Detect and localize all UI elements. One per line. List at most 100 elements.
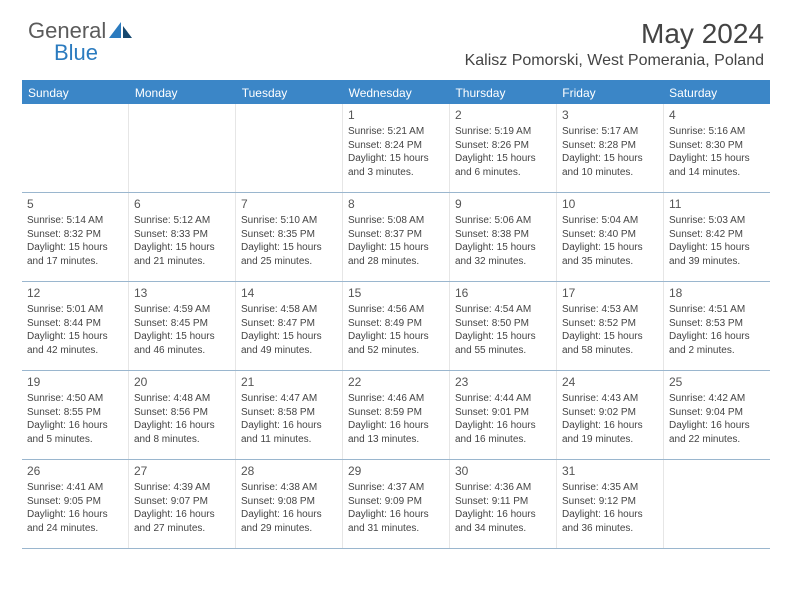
sunset-line: Sunset: 9:12 PM xyxy=(562,495,658,509)
daylight-line: Daylight: 15 hours and 14 minutes. xyxy=(669,152,765,179)
day-cell xyxy=(236,104,343,192)
day-cell: 15Sunrise: 4:56 AMSunset: 8:49 PMDayligh… xyxy=(343,282,450,370)
week-row: 26Sunrise: 4:41 AMSunset: 9:05 PMDayligh… xyxy=(22,460,770,549)
day-cell: 6Sunrise: 5:12 AMSunset: 8:33 PMDaylight… xyxy=(129,193,236,281)
day-number: 20 xyxy=(134,374,230,390)
sunrise-line: Sunrise: 5:21 AM xyxy=(348,125,444,139)
day-cell: 31Sunrise: 4:35 AMSunset: 9:12 PMDayligh… xyxy=(557,460,664,548)
week-row: 1Sunrise: 5:21 AMSunset: 8:24 PMDaylight… xyxy=(22,104,770,193)
sunrise-line: Sunrise: 4:47 AM xyxy=(241,392,337,406)
sunrise-line: Sunrise: 4:53 AM xyxy=(562,303,658,317)
sunrise-line: Sunrise: 5:16 AM xyxy=(669,125,765,139)
weekday-header: Sunday xyxy=(22,82,129,104)
sunset-line: Sunset: 8:28 PM xyxy=(562,139,658,153)
daylight-line: Daylight: 15 hours and 46 minutes. xyxy=(134,330,230,357)
day-cell: 14Sunrise: 4:58 AMSunset: 8:47 PMDayligh… xyxy=(236,282,343,370)
day-number: 4 xyxy=(669,107,765,123)
sunset-line: Sunset: 8:38 PM xyxy=(455,228,551,242)
sunrise-line: Sunrise: 4:38 AM xyxy=(241,481,337,495)
day-number: 18 xyxy=(669,285,765,301)
page-header: General Blue May 2024 Kalisz Pomorski, W… xyxy=(0,0,792,74)
weekday-header-row: SundayMondayTuesdayWednesdayThursdayFrid… xyxy=(22,82,770,104)
daylight-line: Daylight: 15 hours and 6 minutes. xyxy=(455,152,551,179)
sunset-line: Sunset: 8:44 PM xyxy=(27,317,123,331)
sunset-line: Sunset: 8:59 PM xyxy=(348,406,444,420)
day-cell xyxy=(22,104,129,192)
day-cell: 7Sunrise: 5:10 AMSunset: 8:35 PMDaylight… xyxy=(236,193,343,281)
sunset-line: Sunset: 8:37 PM xyxy=(348,228,444,242)
weekday-header: Friday xyxy=(556,82,663,104)
location-text: Kalisz Pomorski, West Pomerania, Poland xyxy=(465,52,764,70)
sunrise-line: Sunrise: 4:42 AM xyxy=(669,392,765,406)
day-cell: 2Sunrise: 5:19 AMSunset: 8:26 PMDaylight… xyxy=(450,104,557,192)
day-number: 23 xyxy=(455,374,551,390)
daylight-line: Daylight: 16 hours and 2 minutes. xyxy=(669,330,765,357)
day-number: 2 xyxy=(455,107,551,123)
weekday-header: Tuesday xyxy=(236,82,343,104)
day-cell: 24Sunrise: 4:43 AMSunset: 9:02 PMDayligh… xyxy=(557,371,664,459)
sunrise-line: Sunrise: 4:39 AM xyxy=(134,481,230,495)
daylight-line: Daylight: 15 hours and 35 minutes. xyxy=(562,241,658,268)
day-number: 16 xyxy=(455,285,551,301)
day-cell: 4 Sunrise: 5:16 AMSunset: 8:30 PMDaylight… xyxy=(664,104,770,192)
sunrise-line: Sunrise: 5:17 AM xyxy=(562,125,658,139)
daylight-line: Daylight: 16 hours and 36 minutes. xyxy=(562,508,658,535)
day-number: 29 xyxy=(348,463,444,479)
day-number: 12 xyxy=(27,285,123,301)
sunrise-line: Sunrise: 4:36 AM xyxy=(455,481,551,495)
daylight-line: Daylight: 15 hours and 10 minutes. xyxy=(562,152,658,179)
sunrise-line: Sunrise: 5:08 AM xyxy=(348,214,444,228)
day-number: 26 xyxy=(27,463,123,479)
sunrise-line: Sunrise: 4:48 AM xyxy=(134,392,230,406)
sunrise-line: Sunrise: 4:46 AM xyxy=(348,392,444,406)
daylight-line: Daylight: 16 hours and 19 minutes. xyxy=(562,419,658,446)
daylight-line: Daylight: 15 hours and 17 minutes. xyxy=(27,241,123,268)
sunrise-line: Sunrise: 4:58 AM xyxy=(241,303,337,317)
week-row: 19 Sunrise: 4:50 AMSunset: 8:55 PM Dayligh… xyxy=(22,371,770,460)
day-number: 6 xyxy=(134,196,230,212)
day-number: 21 xyxy=(241,374,337,390)
logo-sail-icon xyxy=(108,20,136,40)
day-number: 28 xyxy=(241,463,337,479)
sunset-line: Sunset: 8:40 PM xyxy=(562,228,658,242)
weekday-header: Thursday xyxy=(449,82,556,104)
daylight-line: Daylight: 16 hours and 27 minutes. xyxy=(134,508,230,535)
sunset-line: Sunset: 9:11 PM xyxy=(455,495,551,509)
day-number: 13 xyxy=(134,285,230,301)
daylight-line: Daylight: 16 hours and 8 minutes. xyxy=(134,419,230,446)
sunset-line: Sunset: 8:56 PM xyxy=(134,406,230,420)
day-cell: 11Sunrise: 5:03 AMSunset: 8:42 PMDayligh… xyxy=(664,193,770,281)
day-cell: 29Sunrise: 4:37 AMSunset: 9:09 PMDayligh… xyxy=(343,460,450,548)
sunset-line: Sunset: 8:52 PM xyxy=(562,317,658,331)
daylight-line: Daylight: 16 hours and 31 minutes. xyxy=(348,508,444,535)
day-number: 5 xyxy=(27,196,123,212)
daylight-line: Daylight: 16 hours and 29 minutes. xyxy=(241,508,337,535)
weeks-container: 1Sunrise: 5:21 AMSunset: 8:24 PMDaylight… xyxy=(22,104,770,549)
sunset-line: Sunset: 9:02 PM xyxy=(562,406,658,420)
sunset-line: Sunset: 8:24 PM xyxy=(348,139,444,153)
sunset-line: Sunset: 8:58 PM xyxy=(241,406,337,420)
sunset-line: Sunset: 8:50 PM xyxy=(455,317,551,331)
day-cell xyxy=(129,104,236,192)
day-cell: 8Sunrise: 5:08 AMSunset: 8:37 PMDaylight… xyxy=(343,193,450,281)
sunrise-line: Sunrise: 4:41 AM xyxy=(27,481,123,495)
daylight-line: Daylight: 16 hours and 22 minutes. xyxy=(669,419,765,446)
sunset-line: Sunset: 8:55 PM xyxy=(27,406,123,420)
daylight-line: Daylight: 15 hours and 58 minutes. xyxy=(562,330,658,357)
sunrise-line: Sunrise: 4:37 AM xyxy=(348,481,444,495)
sunset-line: Sunset: 8:30 PM xyxy=(669,139,765,153)
sunrise-line: Sunrise: 5:10 AM xyxy=(241,214,337,228)
daylight-line: Daylight: 16 hours and 13 minutes. xyxy=(348,419,444,446)
calendar: SundayMondayTuesdayWednesdayThursdayFrid… xyxy=(22,80,770,549)
daylight-line: Daylight: 15 hours and 49 minutes. xyxy=(241,330,337,357)
sunset-line: Sunset: 8:47 PM xyxy=(241,317,337,331)
sunset-line: Sunset: 8:26 PM xyxy=(455,139,551,153)
day-number: 31 xyxy=(562,463,658,479)
daylight-line: Daylight: 15 hours and 52 minutes. xyxy=(348,330,444,357)
day-number: 19 xyxy=(27,374,123,390)
day-cell: 16Sunrise: 4:54 AMSunset: 8:50 PMDayligh… xyxy=(450,282,557,370)
daylight-line: Daylight: 15 hours and 28 minutes. xyxy=(348,241,444,268)
sunrise-line: Sunrise: 4:50 AM xyxy=(27,392,123,406)
daylight-line: Daylight: 16 hours and 24 minutes. xyxy=(27,508,123,535)
day-number: 24 xyxy=(562,374,658,390)
